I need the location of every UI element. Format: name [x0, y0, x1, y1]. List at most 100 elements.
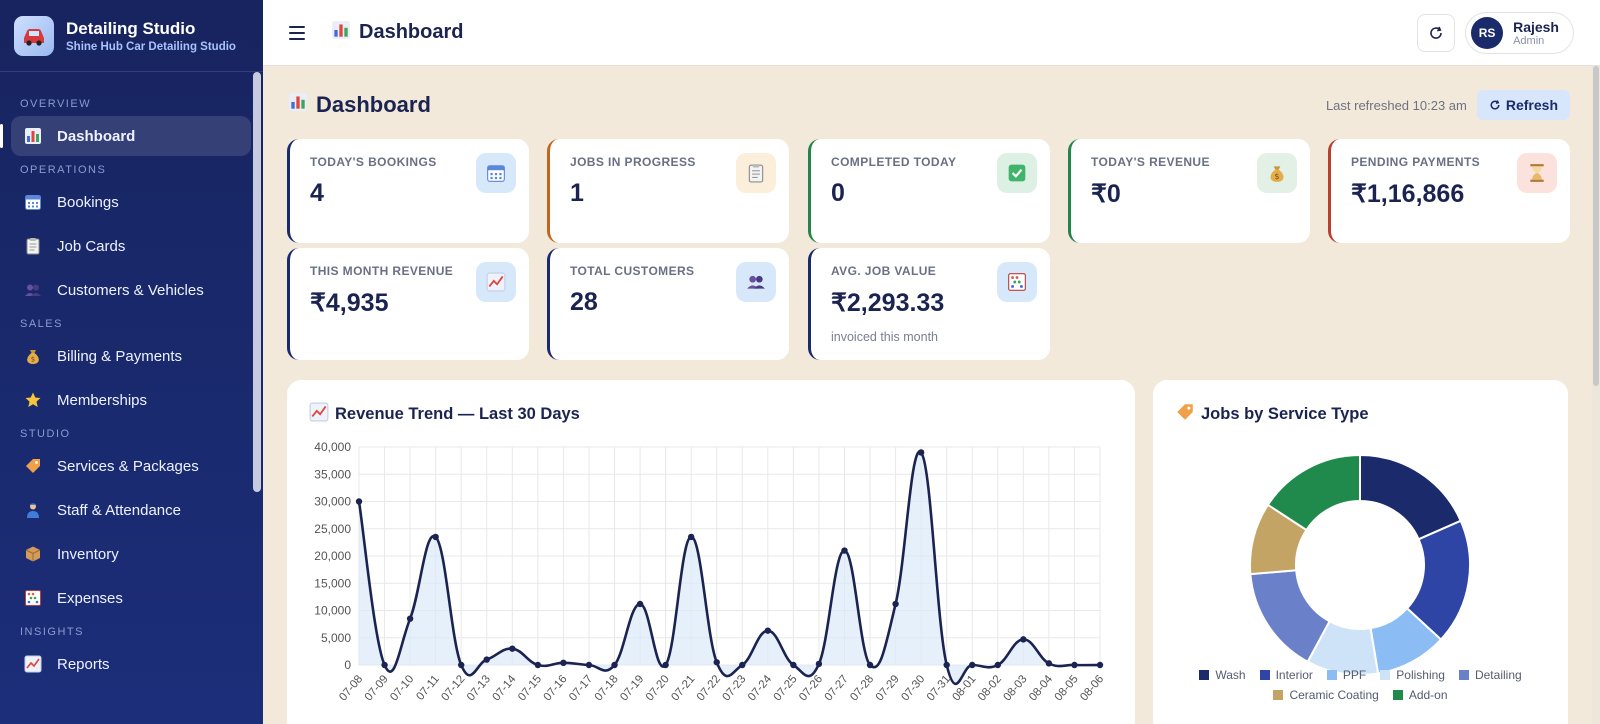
- stat-label: TOTAL CUSTOMERS: [570, 264, 695, 278]
- revenue-data-point: [611, 661, 618, 669]
- refresh-button[interactable]: Refresh: [1476, 90, 1570, 120]
- stat-label: PENDING PAYMENTS: [1351, 155, 1481, 169]
- x-tick-label: 07-13: [465, 673, 493, 703]
- trend-icon: [23, 654, 43, 674]
- sidebar-item-reports[interactable]: Reports: [11, 644, 251, 684]
- legend-label: Detailing: [1474, 668, 1522, 682]
- y-tick-label: 20,000: [314, 549, 351, 563]
- sidebar-item-staff-attendance[interactable]: Staff & Attendance: [11, 490, 251, 530]
- trend-icon: [476, 262, 516, 302]
- calendar-icon: [476, 153, 516, 193]
- y-tick-label: 15,000: [314, 576, 351, 590]
- trend-icon: [309, 402, 329, 427]
- nav-section-label: OPERATIONS: [20, 164, 107, 176]
- stat-label: TODAY'S BOOKINGS: [310, 155, 437, 169]
- stat-card[interactable]: TODAY'S REVENUE ₹0 $: [1068, 139, 1310, 243]
- clipboard-icon: [23, 236, 43, 256]
- revenue-data-point: [790, 661, 797, 669]
- sidebar-item-dashboard[interactable]: Dashboard: [0, 116, 251, 156]
- legend-item[interactable]: Interior: [1259, 668, 1313, 682]
- revenue-data-point: [713, 659, 720, 666]
- revenue-data-point: [994, 661, 1001, 669]
- sidebar-item-memberships[interactable]: Memberships: [11, 380, 251, 420]
- legend-swatch: [1273, 690, 1284, 700]
- x-tick-label: 07-15: [516, 673, 544, 703]
- menu-toggle-icon[interactable]: [289, 21, 313, 45]
- revenue-data-point: [636, 600, 644, 608]
- revenue-data-point: [841, 547, 848, 554]
- revenue-data-point: [560, 659, 567, 667]
- revenue-data-point: [483, 656, 490, 663]
- x-tick-label: 07-19: [618, 673, 646, 703]
- y-tick-label: 40,000: [314, 440, 351, 454]
- stat-card[interactable]: THIS MONTH REVENUE ₹4,935: [287, 248, 529, 360]
- brand-subtitle: Shine Hub Car Detailing Studio: [66, 40, 236, 53]
- legend-item[interactable]: Add-on: [1392, 688, 1448, 702]
- stat-value: ₹0: [1091, 180, 1121, 208]
- legend-item[interactable]: PPF: [1326, 668, 1366, 682]
- revenue-data-point: [917, 449, 925, 456]
- y-tick-label: 5,000: [321, 631, 351, 645]
- sidebar-scrollbar[interactable]: [253, 72, 261, 492]
- sidebar-item-label: Dashboard: [57, 127, 136, 145]
- sidebar-item-customers-vehicles[interactable]: Customers & Vehicles: [11, 270, 251, 310]
- stat-card[interactable]: PENDING PAYMENTS ₹1,16,866: [1328, 139, 1570, 243]
- y-tick-label: 0: [344, 658, 351, 672]
- x-tick-label: 07-20: [644, 673, 672, 703]
- revenue-trend-panel: Revenue Trend — Last 30 Days 0 5,000 10,00…: [287, 380, 1135, 724]
- chart-icon: [23, 126, 43, 146]
- x-tick-label: 07-09: [363, 673, 391, 703]
- revenue-data-point: [585, 661, 593, 669]
- stat-subtext: invoiced this month: [831, 330, 939, 344]
- legend-item[interactable]: Polishing: [1380, 668, 1445, 682]
- revenue-data-point: [969, 661, 976, 669]
- stat-card[interactable]: TODAY'S BOOKINGS 4: [287, 139, 529, 243]
- sidebar-item-inventory[interactable]: Inventory: [11, 534, 251, 574]
- stat-value: 1: [570, 179, 584, 207]
- stat-card[interactable]: COMPLETED TODAY 0: [808, 139, 1050, 243]
- legend-item[interactable]: Ceramic Coating: [1273, 688, 1379, 702]
- sidebar-item-label: Customers & Vehicles: [57, 281, 204, 299]
- legend-label: Polishing: [1396, 668, 1445, 682]
- calendar-icon: [23, 192, 43, 212]
- legend-label: Add-on: [1408, 688, 1448, 702]
- nav-section-label: STUDIO: [20, 428, 71, 440]
- stat-card[interactable]: JOBS IN PROGRESS 1: [547, 139, 789, 243]
- revenue-data-point: [815, 660, 823, 668]
- donut-slice-add-on[interactable]: [1266, 453, 1361, 532]
- x-tick-label: 07-23: [720, 673, 748, 703]
- brand[interactable]: Detailing Studio Shine Hub Car Detailing…: [0, 0, 263, 72]
- legend-item[interactable]: Detailing: [1458, 668, 1522, 682]
- legend-label: Ceramic Coating: [1289, 688, 1379, 702]
- refresh-icon: [1490, 100, 1500, 110]
- star-icon: [23, 390, 43, 410]
- topbar: Dashboard RS Rajesh Admin: [263, 0, 1600, 66]
- x-tick-label: 07-16: [542, 673, 570, 703]
- revenue-data-point: [509, 645, 516, 652]
- svg-text:$: $: [1275, 172, 1280, 181]
- stat-label: COMPLETED TODAY: [831, 155, 957, 169]
- legend-swatch: [1326, 670, 1337, 680]
- refresh-icon-button[interactable]: [1417, 13, 1456, 52]
- sidebar-item-bookings[interactable]: Bookings: [11, 182, 251, 222]
- revenue-series-line: [357, 450, 1101, 686]
- x-tick-label: 07-12: [439, 673, 467, 703]
- legend-item[interactable]: Wash: [1199, 668, 1246, 682]
- sidebar-item-billing-payments[interactable]: $ Billing & Payments: [11, 336, 251, 376]
- page-header: Dashboard Last refreshed 10:23 am Refres…: [288, 88, 1570, 122]
- main-scrollbar[interactable]: [1592, 66, 1600, 724]
- users-icon: [736, 262, 776, 302]
- sidebar-item-services-packages[interactable]: Services & Packages: [11, 446, 251, 486]
- money-bag-icon: $: [1257, 153, 1297, 193]
- stat-value: ₹1,16,866: [1351, 180, 1465, 208]
- x-tick-label: 07-25: [772, 673, 800, 703]
- stat-value: 0: [831, 179, 845, 207]
- stat-label: JOBS IN PROGRESS: [570, 155, 696, 169]
- revenue-data-point: [1020, 636, 1027, 643]
- stat-card[interactable]: AVG. JOB VALUE ₹2,293.33 invoiced this m…: [808, 248, 1050, 360]
- sidebar-item-job-cards[interactable]: Job Cards: [11, 226, 251, 266]
- revenue-data-point: [406, 615, 414, 622]
- user-menu[interactable]: RS Rajesh Admin: [1465, 11, 1574, 54]
- stat-card[interactable]: TOTAL CUSTOMERS 28: [547, 248, 789, 360]
- sidebar-item-expenses[interactable]: Expenses: [11, 578, 251, 618]
